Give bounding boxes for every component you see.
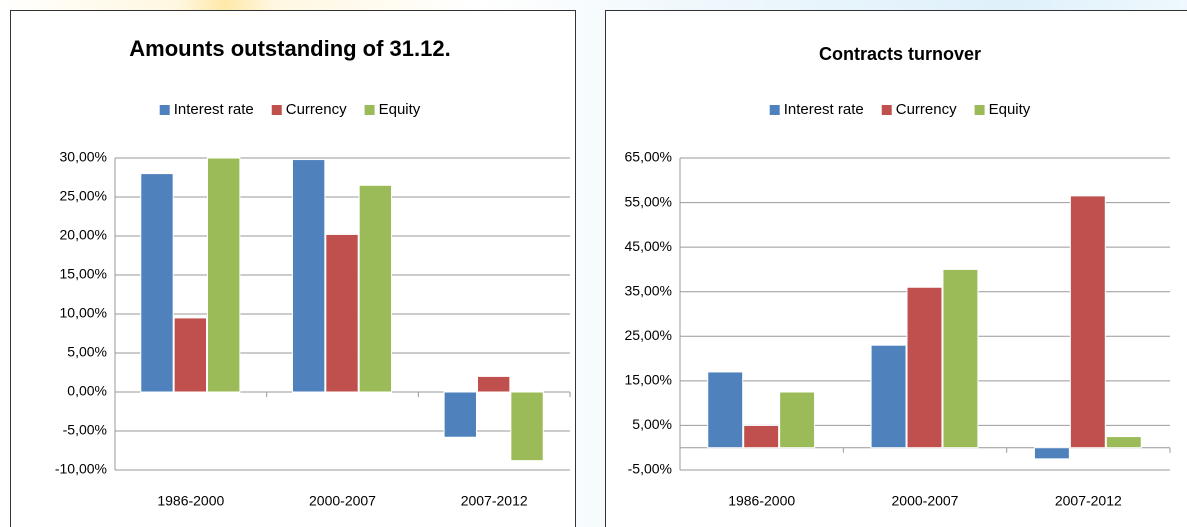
bar [942,268,979,449]
legend-swatch [769,105,780,115]
bar [906,286,943,449]
bar [207,157,241,393]
y-tick-label: 25,00% [60,188,107,204]
x-tick-label: 1986-2000 [728,493,795,509]
bar [476,375,511,393]
x-tick-label: 2000-2007 [309,493,376,509]
y-tick-label: 45,00% [625,238,672,254]
y-tick-label: 20,00% [60,227,107,243]
y-tick-label: 10,00% [60,305,107,321]
y-tick-label: 15,00% [625,372,672,388]
bar [1105,436,1142,449]
bar [743,424,780,449]
chart-title: Amounts outstanding of 31.12. [129,36,450,61]
bar [173,317,208,393]
legend-label: Equity [989,101,1031,118]
bar [510,391,544,462]
x-tick-label: 2007-2012 [1055,493,1122,509]
bar [707,371,744,449]
chart-title: Contracts turnover [819,44,981,64]
x-tick-label: 1986-2000 [157,493,224,509]
legend-swatch [974,105,985,115]
y-tick-label: 5,00% [632,416,672,432]
y-tick-label: 15,00% [60,266,107,282]
legend-swatch [271,105,282,115]
bar [779,391,816,449]
legend-label: Currency [286,101,347,118]
bar [1069,195,1106,449]
legend-swatch [881,105,892,115]
legend-swatch [159,105,170,115]
y-tick-label: 5,00% [67,344,107,360]
legend-label: Equity [379,101,421,118]
bar [443,391,477,438]
legend-label: Interest rate [784,101,864,118]
y-tick-label: 65,00% [625,149,672,165]
y-tick-label: 25,00% [625,327,672,343]
y-tick-label: 55,00% [625,193,672,209]
y-tick-label: 0,00% [67,383,107,399]
bar [140,173,174,393]
y-tick-label: -5,00% [63,422,107,438]
legend-swatch [364,105,375,115]
bar [325,233,359,393]
x-tick-label: 2007-2012 [461,493,528,509]
y-tick-label: 35,00% [625,282,672,298]
x-tick-label: 2000-2007 [892,493,959,509]
bar [870,344,907,449]
y-tick-label: -10,00% [55,461,107,477]
legend-label: Currency [896,101,957,118]
bar [291,159,326,393]
bar [1033,447,1070,460]
legend-label: Interest rate [174,101,254,118]
bar [358,184,393,393]
y-tick-label: 30,00% [60,149,107,165]
y-tick-label: -5,00% [628,461,672,477]
